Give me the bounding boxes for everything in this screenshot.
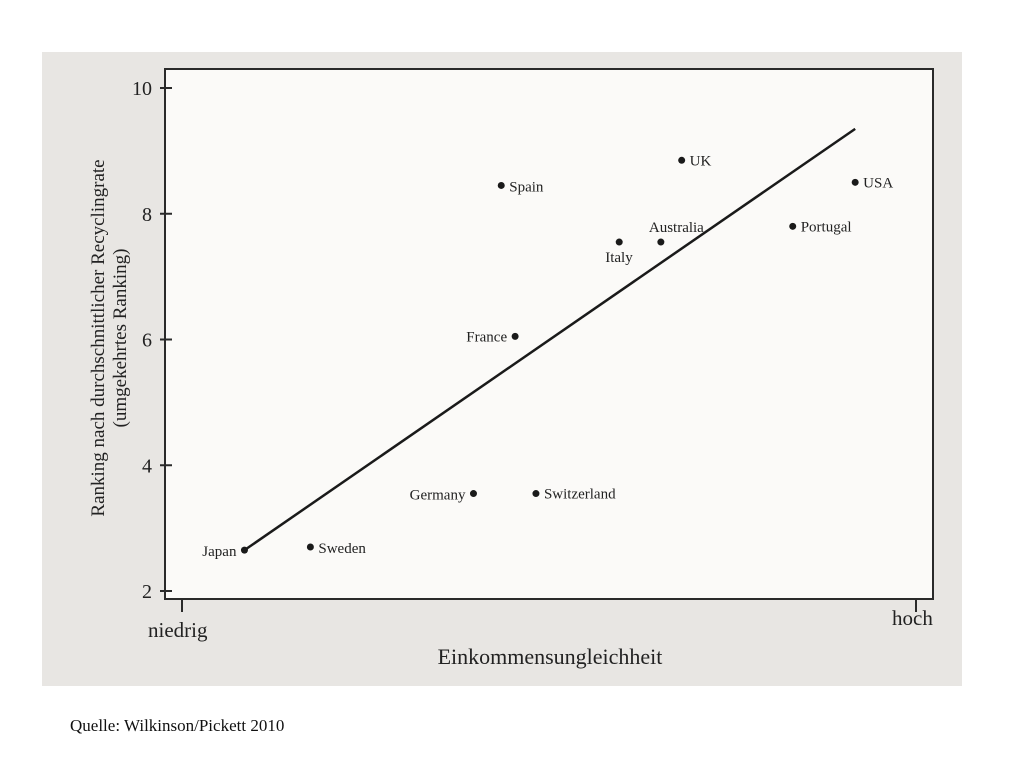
- data-point-germany: [469, 490, 477, 498]
- data-label-sweden: Sweden: [318, 541, 366, 557]
- data-label-portugal: Portugal: [801, 219, 852, 235]
- data-point-italy: [615, 238, 623, 246]
- data-point-usa: [851, 178, 859, 186]
- y-tick-label-6: 6: [142, 330, 152, 352]
- plot-area: [164, 68, 934, 600]
- data-label-spain: Spain: [509, 179, 544, 195]
- data-label-germany: Germany: [410, 488, 466, 504]
- data-label-japan: Japan: [202, 544, 237, 560]
- trend-line: [243, 127, 856, 552]
- data-point-spain: [497, 181, 505, 189]
- data-label-switzerland: Switzerland: [544, 487, 616, 503]
- data-point-sweden: [306, 543, 314, 551]
- data-point-portugal: [789, 222, 797, 230]
- source-caption: Quelle: Wilkinson/Pickett 2010: [70, 716, 285, 735]
- data-point-australia: [657, 238, 665, 246]
- y-tick-label-4: 4: [142, 455, 152, 477]
- data-label-uk: UK: [690, 153, 712, 169]
- y-tick-label-8: 8: [142, 204, 152, 226]
- data-label-italy: Italy: [605, 250, 633, 266]
- y-tick-label-2: 2: [142, 581, 152, 603]
- x-tick-low: niedrig: [148, 618, 208, 642]
- data-point-switzerland: [532, 490, 540, 498]
- data-label-france: France: [466, 329, 507, 345]
- data-label-usa: USA: [863, 175, 893, 191]
- data-point-uk: [678, 156, 686, 164]
- data-label-australia: Australia: [649, 220, 704, 236]
- x-axis-label: Einkommensungleichheit: [437, 644, 663, 669]
- data-point-japan: [240, 546, 248, 554]
- y-tick-label-10: 10: [132, 78, 152, 100]
- x-tick-high: hoch: [892, 606, 933, 630]
- data-point-france: [511, 332, 519, 340]
